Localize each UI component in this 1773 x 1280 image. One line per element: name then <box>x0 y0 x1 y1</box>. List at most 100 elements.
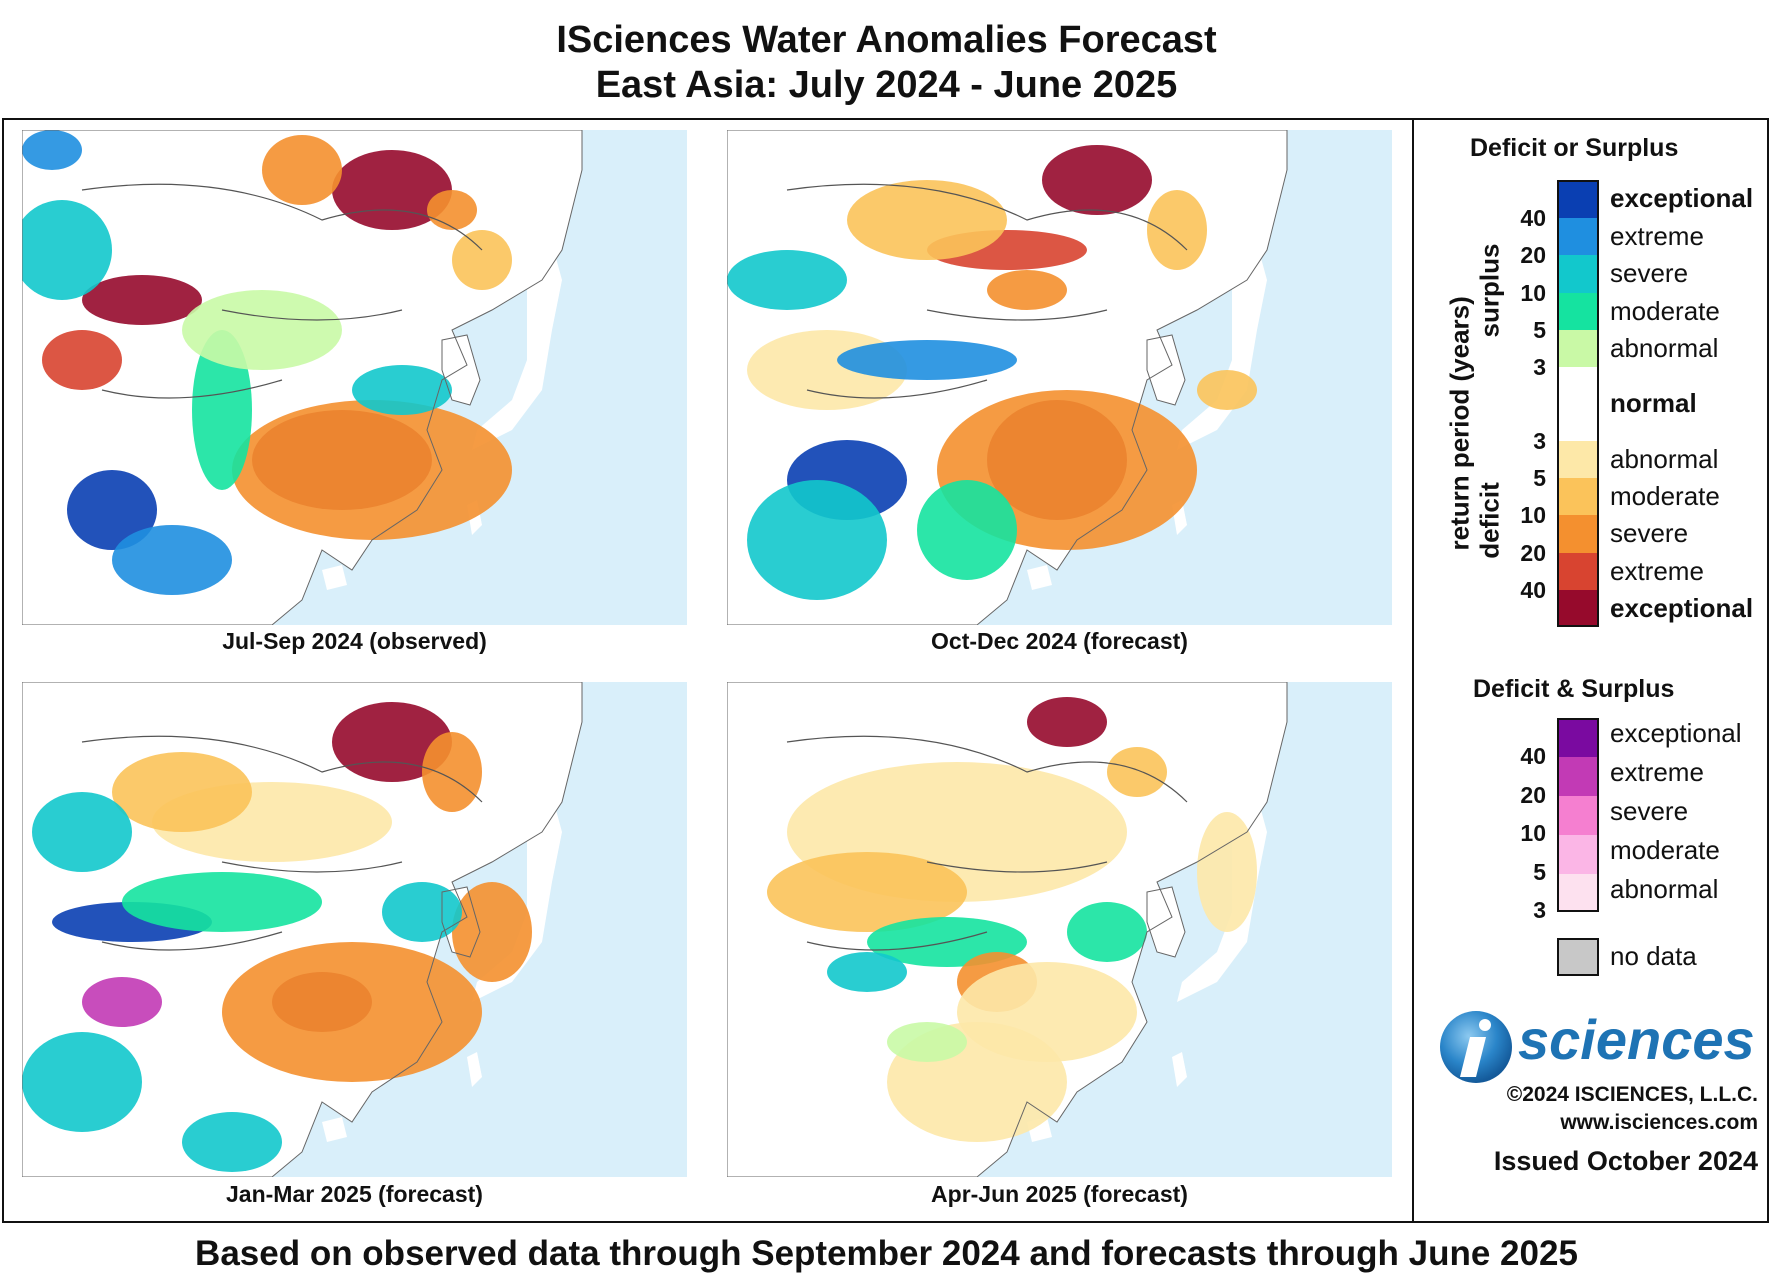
label-surplus-moderate: moderate <box>1610 296 1720 326</box>
label-both-extreme: extreme <box>1610 757 1704 787</box>
caption-apr-jun-2025: Apr-Jun 2025 (forecast) <box>931 1181 1188 1207</box>
anomaly-region <box>427 190 477 230</box>
swatch-normal <box>1557 367 1599 441</box>
taiwan-land <box>467 1052 482 1087</box>
anomaly-region <box>1067 902 1147 962</box>
anomaly-region <box>837 340 1017 380</box>
anomaly-region <box>422 732 482 812</box>
swatch-both-severe <box>1557 796 1599 835</box>
anomaly-region <box>827 952 907 992</box>
label-deficit-severe: severe <box>1610 518 1689 548</box>
swatch-surplus-exceptional <box>1557 180 1599 218</box>
swatch-both-abnormal <box>1557 874 1599 912</box>
tick-surplus-40: 40 <box>1520 205 1546 231</box>
anomaly-region <box>182 1112 282 1172</box>
tick-both-5: 5 <box>1533 859 1546 885</box>
caption-oct-dec-2024: Oct-Dec 2024 (forecast) <box>931 628 1188 654</box>
swatch-surplus-moderate <box>1557 293 1599 330</box>
tick-deficit-10: 10 <box>1520 502 1546 528</box>
logo-text: sciences <box>1518 1008 1755 1071</box>
korea-land <box>1147 335 1185 405</box>
map-panel-oct-dec-2024 <box>727 130 1392 625</box>
legend-title-deficit-or-surplus: Deficit or Surplus <box>1470 134 1679 162</box>
copyright: ©2024 ISCIENCES, L.L.C. <box>1506 1083 1758 1106</box>
anomaly-region <box>1027 697 1107 747</box>
anomaly-region <box>22 130 82 170</box>
legend-deficit-label: deficit <box>1474 482 1505 559</box>
title-line-1: ISciences Water Anomalies Forecast <box>556 19 1217 61</box>
tick-both-3: 3 <box>1533 897 1546 923</box>
anomaly-region <box>917 480 1017 580</box>
anomaly-region <box>1042 145 1152 215</box>
tick-deficit-3: 3 <box>1533 428 1546 454</box>
legend-surplus-label: surplus <box>1474 243 1505 338</box>
swatch-deficit-extreme <box>1557 553 1599 590</box>
caption-jan-mar-2025: Jan-Mar 2025 (forecast) <box>226 1181 483 1207</box>
label-no-data: no data <box>1610 941 1697 971</box>
coastline <box>22 682 583 1177</box>
tick-surplus-20: 20 <box>1520 242 1546 268</box>
coastline <box>727 682 1288 1177</box>
anomaly-region <box>767 852 967 932</box>
label-deficit-exceptional: exceptional <box>1610 593 1754 623</box>
figure-frame <box>2 118 1769 1223</box>
title-line-2: East Asia: July 2024 - June 2025 <box>595 64 1178 106</box>
anomaly-map-svg <box>727 682 1288 1177</box>
anomaly-region <box>82 275 202 325</box>
hainan-land <box>1027 565 1052 590</box>
label-deficit-abnormal: abnormal <box>1610 444 1719 474</box>
legend-both-outline <box>1557 718 1599 912</box>
anomaly-map-svg <box>22 130 583 625</box>
label-surplus-abnormal: abnormal <box>1610 333 1719 363</box>
border-lines <box>786 183 1188 399</box>
website-url[interactable]: www.isciences.com <box>1560 1111 1758 1134</box>
anomaly-region <box>352 365 452 415</box>
anomaly-region <box>847 180 1007 260</box>
anomaly-region <box>222 942 482 1082</box>
anomaly-region <box>67 470 157 550</box>
hainan-land <box>322 1117 347 1142</box>
anomaly-region <box>192 330 252 490</box>
label-deficit-extreme: extreme <box>1610 556 1704 586</box>
border-lines <box>81 183 483 399</box>
anomaly-region <box>232 400 512 540</box>
hainan-land <box>322 565 347 590</box>
anomaly-region <box>22 200 112 300</box>
anomaly-region <box>112 525 232 595</box>
map-panel-jan-mar-2025 <box>22 682 687 1177</box>
label-surplus-severe: severe <box>1610 258 1689 288</box>
coastline <box>727 130 1288 625</box>
anomaly-region <box>42 330 122 390</box>
label-deficit-moderate: moderate <box>1610 481 1720 511</box>
anomaly-region <box>1197 812 1257 932</box>
coastline <box>22 130 583 625</box>
swatch-both-exceptional <box>1557 718 1599 757</box>
tick-both-40: 40 <box>1520 743 1546 769</box>
swatch-deficit-exceptional <box>1557 590 1599 627</box>
legend-axis-label: return period (years) <box>1444 296 1475 551</box>
swatch-deficit-moderate <box>1557 478 1599 515</box>
swatch-deficit-severe <box>1557 515 1599 553</box>
caption-jul-sep-2024: Jul-Sep 2024 (observed) <box>222 628 487 654</box>
label-both-severe: severe <box>1610 796 1689 826</box>
anomaly-map-svg <box>727 130 1288 625</box>
label-both-moderate: moderate <box>1610 835 1720 865</box>
anomaly-region <box>1107 747 1167 797</box>
tick-both-10: 10 <box>1520 820 1546 846</box>
anomaly-map-svg <box>22 682 583 1177</box>
anomaly-region <box>452 230 512 290</box>
mainland-land <box>22 130 582 625</box>
tick-surplus-5: 5 <box>1533 317 1546 343</box>
taiwan-land <box>1172 1052 1187 1087</box>
tick-both-20: 20 <box>1520 782 1546 808</box>
tick-deficit-20: 20 <box>1520 540 1546 566</box>
map-panel-jul-sep-2024 <box>22 130 687 625</box>
isciences-logo-icon <box>1440 1011 1512 1083</box>
legend-scale-outline <box>1557 180 1599 627</box>
tick-surplus-3: 3 <box>1533 354 1546 380</box>
anomaly-region <box>1147 190 1207 270</box>
swatch-surplus-extreme <box>1557 218 1599 255</box>
tick-deficit-5: 5 <box>1533 465 1546 491</box>
anomaly-region <box>262 135 342 205</box>
legend-title-deficit-and-surplus: Deficit & Surplus <box>1473 675 1675 703</box>
